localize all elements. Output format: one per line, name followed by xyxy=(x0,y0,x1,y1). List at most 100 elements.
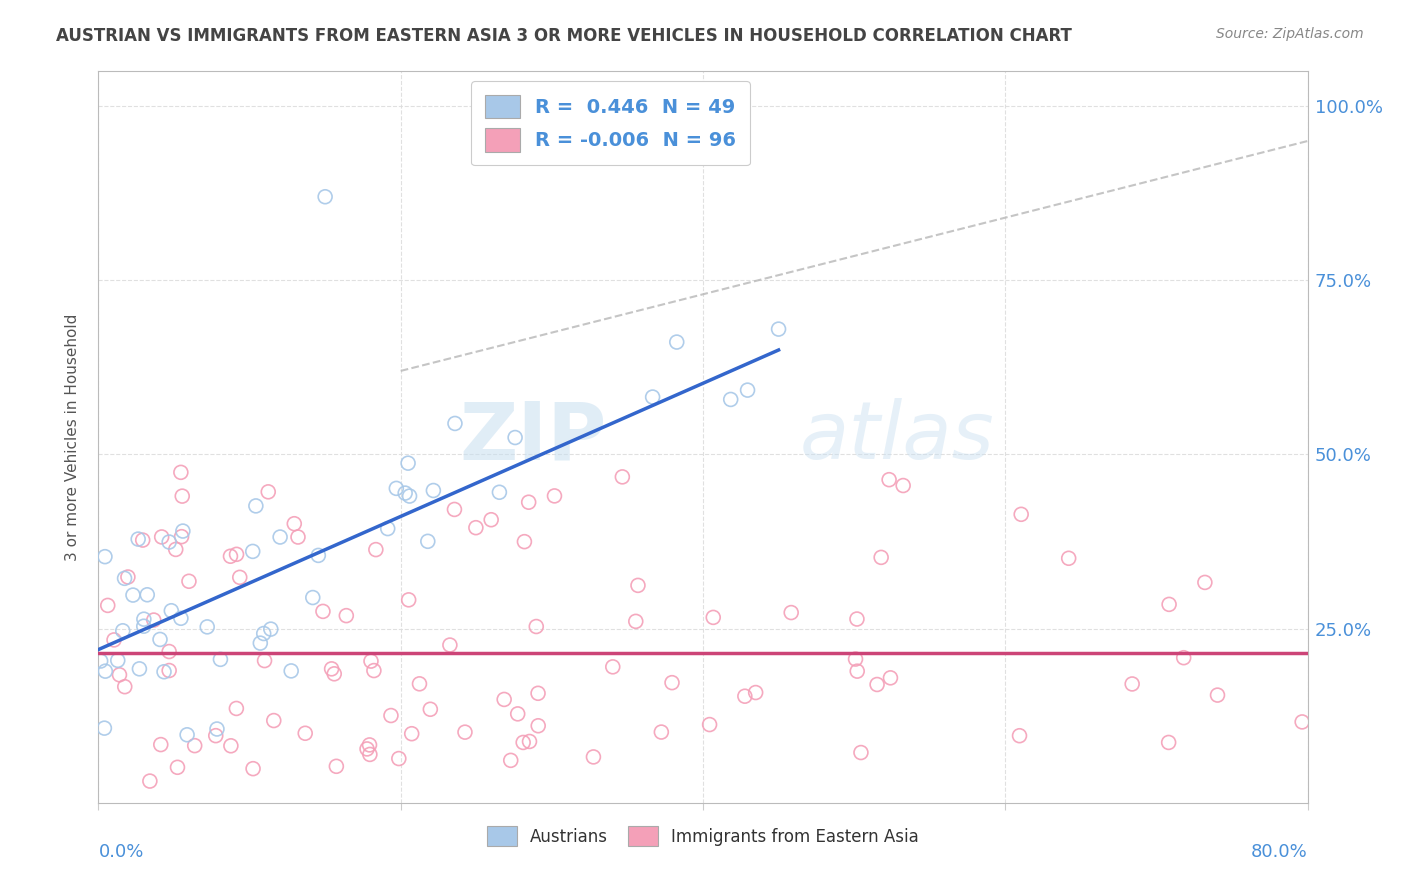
Point xyxy=(142,613,165,627)
Point xyxy=(845,612,868,626)
Point xyxy=(582,750,605,764)
Point xyxy=(253,626,276,640)
Point xyxy=(624,615,647,629)
Point xyxy=(359,738,381,752)
Point xyxy=(519,734,541,748)
Point xyxy=(699,717,721,731)
Point xyxy=(242,762,264,776)
Point xyxy=(321,662,343,676)
Point xyxy=(90,654,112,668)
Point xyxy=(257,484,280,499)
Point xyxy=(720,392,742,407)
Point xyxy=(280,664,302,678)
Point xyxy=(149,738,172,752)
Point xyxy=(219,549,242,564)
Point xyxy=(204,729,226,743)
Point xyxy=(176,728,198,742)
Text: Source: ZipAtlas.com: Source: ZipAtlas.com xyxy=(1216,27,1364,41)
Text: 0.0%: 0.0% xyxy=(98,843,143,861)
Point xyxy=(314,190,336,204)
Point xyxy=(527,686,550,700)
Point xyxy=(108,668,131,682)
Point xyxy=(768,322,790,336)
Point xyxy=(139,774,162,789)
Point xyxy=(512,735,534,749)
Point xyxy=(388,751,411,765)
Point xyxy=(225,547,247,561)
Point xyxy=(312,604,335,618)
Point xyxy=(398,592,420,607)
Point xyxy=(419,702,441,716)
Point xyxy=(360,654,382,668)
Point xyxy=(891,478,914,492)
Point xyxy=(408,677,430,691)
Point xyxy=(94,549,117,564)
Point xyxy=(866,677,889,691)
Point xyxy=(443,502,465,516)
Text: 80.0%: 80.0% xyxy=(1251,843,1308,861)
Point xyxy=(1194,575,1216,590)
Point xyxy=(1157,735,1180,749)
Point xyxy=(307,549,329,563)
Point xyxy=(479,513,502,527)
Point xyxy=(111,624,134,638)
Point xyxy=(249,636,271,650)
Point xyxy=(464,521,486,535)
Point xyxy=(132,612,155,626)
Point xyxy=(170,466,193,480)
Point xyxy=(131,533,153,547)
Point xyxy=(524,619,547,633)
Point xyxy=(454,725,477,739)
Point xyxy=(170,611,193,625)
Point xyxy=(132,619,155,633)
Point xyxy=(494,692,516,706)
Point xyxy=(398,489,420,503)
Point xyxy=(363,664,385,678)
Point xyxy=(1121,677,1143,691)
Point xyxy=(1010,508,1032,522)
Point xyxy=(114,680,136,694)
Point xyxy=(506,706,529,721)
Point xyxy=(377,522,399,536)
Point xyxy=(734,690,756,704)
Point xyxy=(107,653,129,667)
Point xyxy=(1173,650,1195,665)
Point xyxy=(1159,598,1181,612)
Point xyxy=(416,534,439,549)
Point xyxy=(780,606,803,620)
Point xyxy=(627,578,650,592)
Point xyxy=(877,473,900,487)
Point xyxy=(602,660,624,674)
Point xyxy=(294,726,316,740)
Point xyxy=(737,383,759,397)
Point xyxy=(172,489,194,503)
Point xyxy=(510,120,533,134)
Point xyxy=(253,654,276,668)
Point xyxy=(136,588,159,602)
Point xyxy=(879,671,901,685)
Y-axis label: 3 or more Vehicles in Household: 3 or more Vehicles in Household xyxy=(65,313,80,561)
Point xyxy=(219,739,242,753)
Point xyxy=(1057,551,1080,566)
Point xyxy=(650,725,672,739)
Point xyxy=(846,664,869,678)
Point xyxy=(157,535,180,549)
Point xyxy=(323,666,346,681)
Point xyxy=(488,485,510,500)
Point xyxy=(543,489,565,503)
Point xyxy=(166,760,188,774)
Point xyxy=(513,534,536,549)
Point xyxy=(242,544,264,558)
Legend: Austrians, Immigrants from Eastern Asia: Austrians, Immigrants from Eastern Asia xyxy=(479,820,927,853)
Point xyxy=(165,542,187,557)
Point xyxy=(177,574,200,589)
Point xyxy=(335,608,357,623)
Point xyxy=(661,675,683,690)
Point xyxy=(160,604,183,618)
Point xyxy=(149,632,172,647)
Point xyxy=(612,470,634,484)
Point xyxy=(364,542,387,557)
Point xyxy=(283,516,305,531)
Point xyxy=(183,739,205,753)
Point xyxy=(849,746,872,760)
